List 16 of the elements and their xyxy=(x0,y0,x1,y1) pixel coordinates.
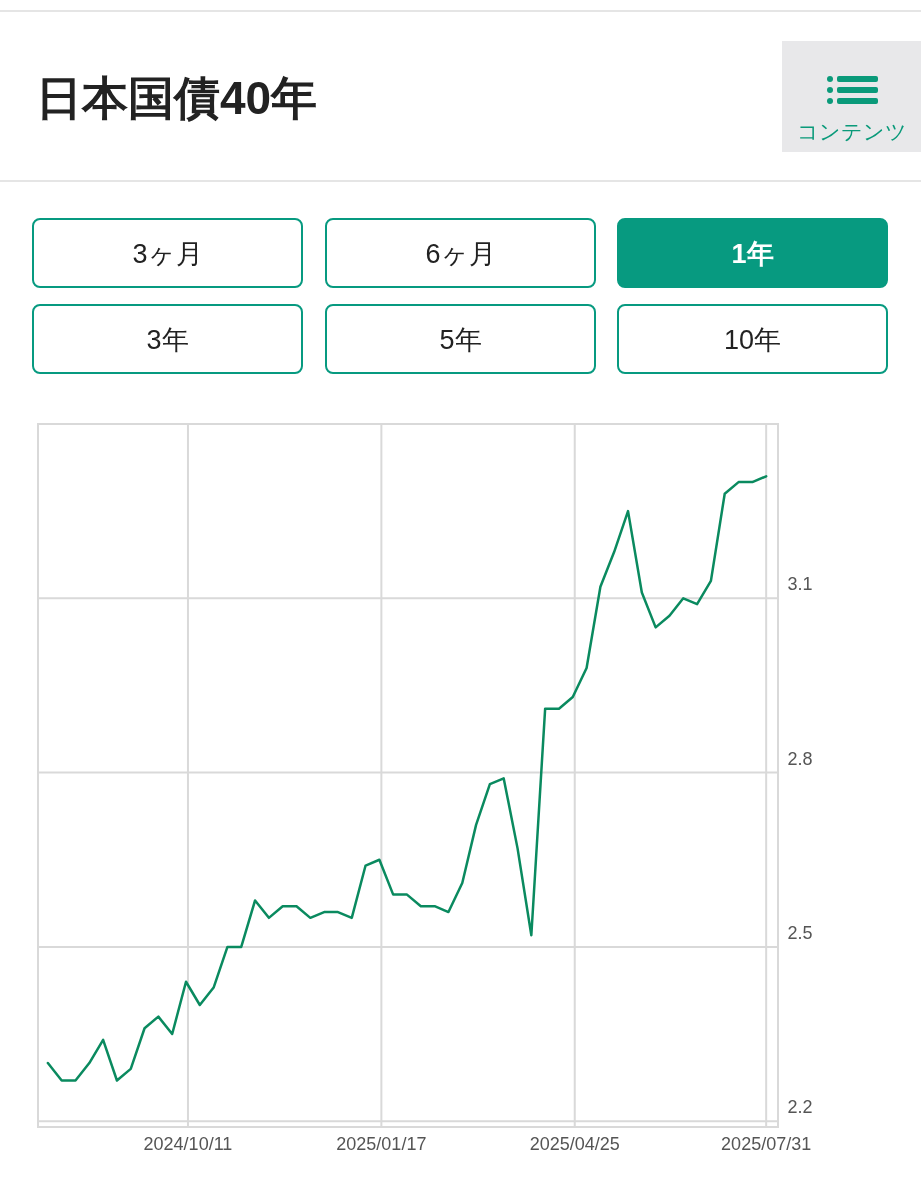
text: 5年 xyxy=(439,325,482,355)
y-tick-label: 2.5 xyxy=(787,922,813,943)
y-tick-label: 3.1 xyxy=(787,574,813,595)
chart-title: 日本国債40年 xyxy=(36,72,318,124)
text: コンテンツ xyxy=(797,120,907,143)
x-tick-label: 2025/01/17 xyxy=(336,1134,427,1154)
text: 6ヶ月 xyxy=(425,239,496,269)
x-tick-label: 2024/10/11 xyxy=(143,1134,233,1154)
y-tick-label: 2.2 xyxy=(787,1097,813,1118)
text: 3ヶ月 xyxy=(132,239,203,269)
x-tick-label: 2025/04/25 xyxy=(529,1134,620,1154)
text: 3年 xyxy=(146,325,189,355)
x-tick-label: 2025/07/31 xyxy=(721,1134,812,1154)
y-tick-label: 2.8 xyxy=(787,748,813,769)
text: 10年 xyxy=(723,325,782,355)
text: 1年 xyxy=(731,239,774,269)
